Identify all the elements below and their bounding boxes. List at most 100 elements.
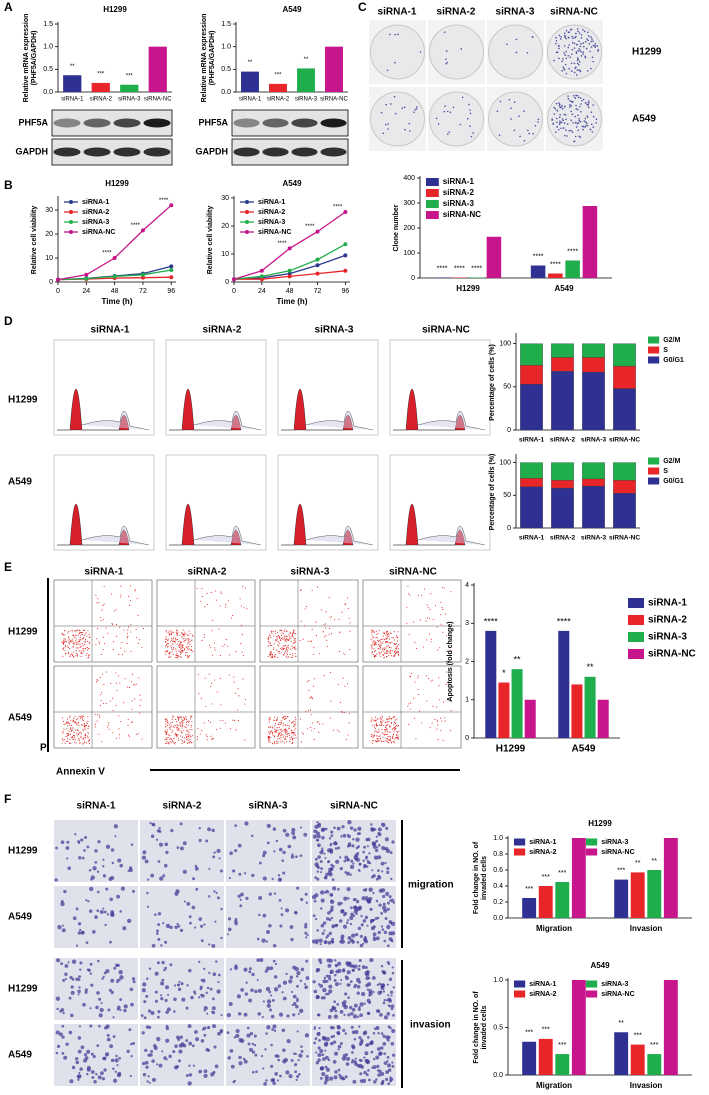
cell xyxy=(317,822,321,826)
cell xyxy=(118,970,123,975)
event xyxy=(167,645,169,647)
cell xyxy=(356,832,360,836)
event xyxy=(180,730,182,732)
cell xyxy=(373,1027,377,1030)
event xyxy=(380,719,383,721)
cell xyxy=(156,932,159,935)
event xyxy=(268,736,270,739)
cell xyxy=(141,1031,145,1035)
event xyxy=(166,642,168,644)
event xyxy=(84,629,86,631)
y-tick-label: 0.5 xyxy=(221,66,231,73)
event xyxy=(270,653,272,656)
event xyxy=(170,639,173,641)
event xyxy=(204,606,206,608)
cell xyxy=(360,923,364,927)
cell xyxy=(109,1044,114,1049)
event xyxy=(287,724,289,727)
event xyxy=(165,726,167,728)
cell xyxy=(282,996,287,1001)
plate xyxy=(488,91,543,147)
event xyxy=(99,714,101,716)
histogram-curve xyxy=(81,410,150,431)
colony xyxy=(437,123,440,125)
cell xyxy=(190,995,194,1000)
cell xyxy=(392,901,395,904)
colony xyxy=(569,100,571,102)
event xyxy=(271,630,273,632)
event xyxy=(176,638,178,641)
event xyxy=(106,726,108,728)
event xyxy=(172,740,174,742)
legend-label: siRNA-2 xyxy=(443,188,475,197)
cell xyxy=(77,922,82,926)
event xyxy=(370,644,372,646)
cell xyxy=(102,874,107,878)
colony xyxy=(581,125,584,128)
event xyxy=(85,633,87,635)
event xyxy=(280,735,282,737)
cell xyxy=(186,984,189,987)
event xyxy=(129,585,132,587)
cell xyxy=(251,1070,255,1074)
event xyxy=(295,640,297,642)
event xyxy=(288,732,290,734)
cell xyxy=(164,842,169,847)
event xyxy=(270,656,272,658)
cell xyxy=(157,923,161,927)
cell xyxy=(142,1061,146,1066)
cell xyxy=(350,906,353,910)
event xyxy=(61,717,63,719)
event xyxy=(69,654,71,656)
event xyxy=(128,604,131,606)
cell xyxy=(208,867,211,870)
chart-title: H1299 xyxy=(103,5,127,14)
event xyxy=(393,655,395,658)
colony xyxy=(506,43,508,46)
event xyxy=(374,726,376,728)
cell xyxy=(102,907,105,910)
colony xyxy=(578,105,581,108)
event xyxy=(130,624,132,626)
x-tick-label: siRNA-3 xyxy=(581,535,607,542)
axis-label: Annexin V xyxy=(56,767,105,778)
cell xyxy=(269,966,274,971)
y-tick-label: 10 xyxy=(45,255,53,262)
cell xyxy=(86,1067,91,1072)
colony xyxy=(573,71,576,74)
event xyxy=(439,717,442,719)
event xyxy=(77,641,79,643)
colony xyxy=(390,103,392,105)
event xyxy=(237,709,239,711)
event xyxy=(291,730,293,732)
event xyxy=(442,631,444,633)
cell xyxy=(317,1053,322,1058)
event xyxy=(280,728,282,730)
event xyxy=(181,740,184,742)
cell xyxy=(342,968,346,972)
event xyxy=(394,721,396,723)
colony xyxy=(580,103,582,105)
event xyxy=(278,727,280,729)
event xyxy=(370,639,372,641)
event xyxy=(270,631,272,633)
cell xyxy=(363,1056,366,1059)
event xyxy=(181,727,183,729)
colony xyxy=(563,52,565,54)
cell xyxy=(385,1070,389,1074)
event xyxy=(392,655,394,657)
event xyxy=(341,710,343,712)
event xyxy=(177,739,179,741)
event xyxy=(338,731,340,733)
cell xyxy=(260,1054,264,1058)
cell xyxy=(275,839,279,843)
row-header: H1299 xyxy=(8,627,38,638)
event xyxy=(380,651,383,653)
event xyxy=(66,732,68,735)
event xyxy=(131,721,133,723)
event xyxy=(189,734,191,736)
transwell-image xyxy=(140,820,224,882)
cell xyxy=(340,978,343,982)
legend-swatch xyxy=(648,356,660,364)
event xyxy=(86,652,88,655)
